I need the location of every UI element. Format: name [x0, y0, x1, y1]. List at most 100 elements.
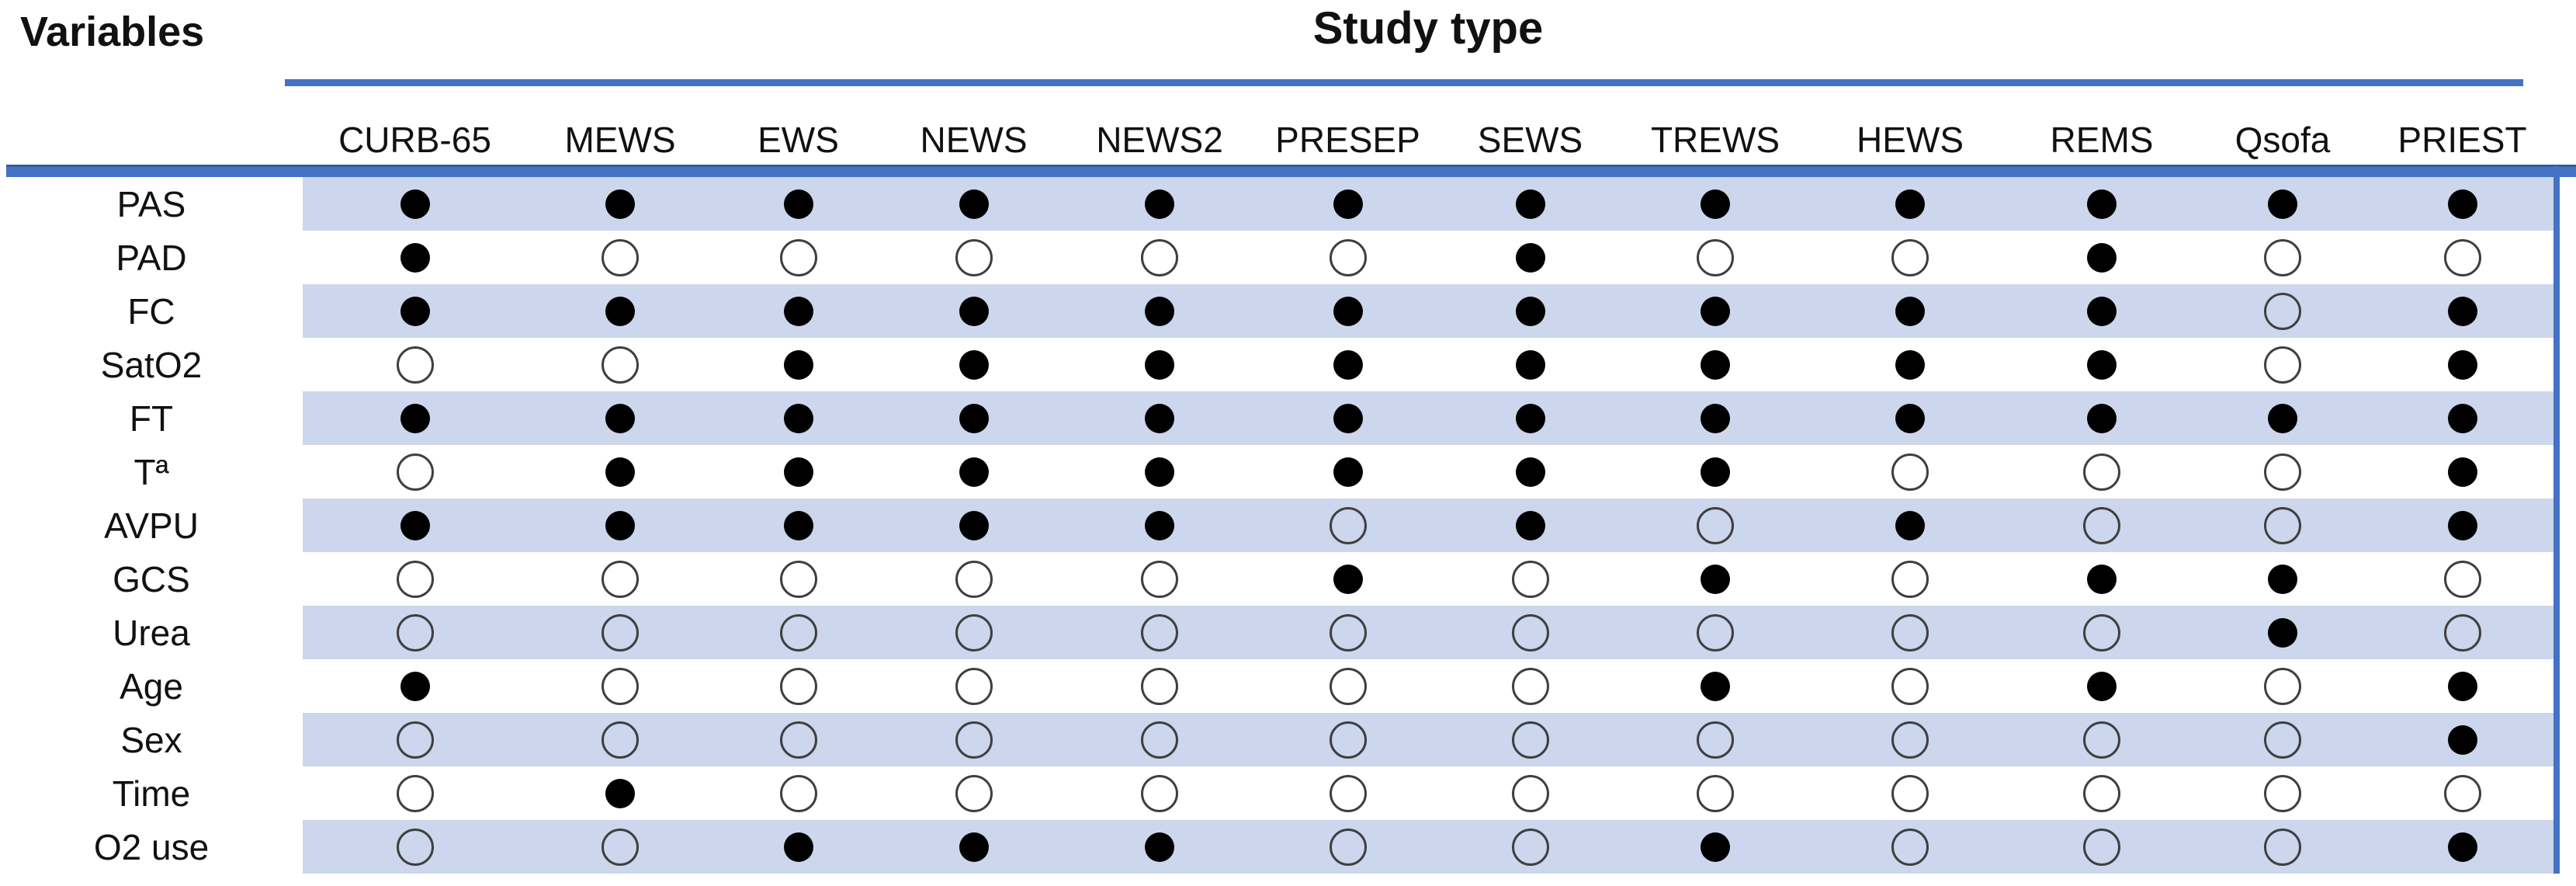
empty-circle-icon	[602, 346, 639, 384]
empty-circle-icon	[1511, 828, 1549, 866]
empty-circle-icon	[602, 238, 639, 276]
matrix-cell	[1811, 820, 2009, 874]
matrix-cell	[1064, 284, 1255, 338]
filled-dot-icon	[1895, 403, 1925, 433]
row-label: Sex	[0, 713, 303, 766]
empty-circle-icon	[2083, 506, 2120, 544]
empty-circle-icon	[1891, 560, 1929, 598]
empty-circle-icon	[602, 828, 639, 866]
matrix-cell	[713, 606, 883, 659]
matrix-cell	[527, 177, 713, 231]
matrix-cell	[1620, 338, 1811, 391]
matrix-cell	[2371, 177, 2553, 231]
filled-dot-icon	[783, 403, 813, 433]
filled-dot-icon	[2087, 189, 2117, 219]
matrix-cell	[2194, 766, 2371, 820]
empty-circle-icon	[955, 774, 993, 812]
matrix-cell	[2194, 445, 2371, 499]
filled-dot-icon	[1515, 457, 1545, 487]
filled-dot-icon	[783, 832, 813, 862]
table-row: O2 use	[0, 820, 2553, 874]
matrix-cell	[303, 820, 527, 874]
filled-dot-icon	[1515, 403, 1545, 433]
filled-dot-icon	[2447, 724, 2477, 755]
matrix: PAS PAD FC SatO2 FT Tª AVPU GCS Urea Age Sex Time O2…	[0, 177, 2553, 874]
matrix-cell	[1064, 552, 1255, 606]
matrix-cell	[1255, 391, 1441, 445]
matrix-cell	[1441, 552, 1620, 606]
empty-circle-icon	[1697, 238, 1734, 276]
matrix-cell	[1064, 338, 1255, 391]
matrix-cell	[1620, 445, 1811, 499]
filled-dot-icon	[1515, 242, 1545, 273]
matrix-cell	[1064, 606, 1255, 659]
column-header: MEWS	[564, 119, 676, 160]
filled-dot-icon	[1701, 457, 1730, 487]
empty-circle-icon	[1511, 721, 1549, 759]
column-header: PRESEP	[1275, 119, 1420, 160]
matrix-cell	[2009, 606, 2194, 659]
filled-dot-icon	[959, 510, 989, 540]
filled-dot-icon	[400, 671, 430, 701]
filled-dot-icon	[400, 510, 430, 540]
empty-circle-icon	[1697, 774, 1734, 812]
filled-dot-icon	[783, 510, 813, 540]
matrix-cell	[2009, 284, 2194, 338]
matrix-cell	[1441, 231, 1620, 284]
filled-dot-icon	[783, 296, 813, 326]
filled-dot-icon	[2447, 832, 2477, 862]
matrix-cell	[1441, 499, 1620, 552]
matrix-cell	[2194, 659, 2371, 713]
filled-dot-icon	[2268, 403, 2297, 433]
empty-circle-icon	[602, 721, 639, 759]
row-label: GCS	[0, 552, 303, 606]
filled-dot-icon	[959, 189, 989, 219]
matrix-cell	[303, 766, 527, 820]
empty-circle-icon	[955, 721, 993, 759]
filled-dot-icon	[2447, 510, 2477, 540]
matrix-cell	[303, 391, 527, 445]
empty-circle-icon	[1329, 238, 1367, 276]
filled-dot-icon	[1515, 510, 1545, 540]
empty-circle-icon	[1697, 506, 1734, 544]
matrix-cell	[883, 231, 1064, 284]
filled-dot-icon	[1333, 564, 1363, 594]
matrix-cell	[1441, 766, 1620, 820]
filled-dot-icon	[1895, 349, 1925, 380]
empty-circle-icon	[396, 721, 434, 759]
matrix-cell	[713, 284, 883, 338]
matrix-cell	[2371, 338, 2553, 391]
filled-dot-icon	[1333, 349, 1363, 380]
matrix-cell	[1620, 391, 1811, 445]
filled-dot-icon	[2447, 296, 2477, 326]
filled-dot-icon	[1333, 457, 1363, 487]
empty-circle-icon	[955, 613, 993, 651]
column-header: PRIEST	[2397, 119, 2527, 160]
filled-dot-icon	[1145, 349, 1174, 380]
filled-dot-icon	[1895, 189, 1925, 219]
header-divider-line	[6, 165, 2576, 177]
matrix-cell	[1620, 713, 1811, 766]
filled-dot-icon	[1333, 296, 1363, 326]
matrix-cell	[303, 659, 527, 713]
matrix-cell	[527, 552, 713, 606]
table-row: AVPU	[0, 499, 2553, 552]
matrix-cell	[1064, 391, 1255, 445]
filled-dot-icon	[783, 189, 813, 219]
empty-circle-icon	[1891, 774, 1929, 812]
row-label: FT	[0, 391, 303, 445]
empty-circle-icon	[779, 560, 817, 598]
matrix-cell	[527, 659, 713, 713]
matrix-cell	[2371, 552, 2553, 606]
matrix-cell	[1064, 820, 1255, 874]
matrix-cell	[1620, 177, 1811, 231]
matrix-cell	[2371, 766, 2553, 820]
matrix-cell	[1811, 713, 2009, 766]
matrix-cell	[1255, 766, 1441, 820]
matrix-cell	[1255, 231, 1441, 284]
matrix-cell	[1620, 659, 1811, 713]
filled-dot-icon	[1333, 189, 1363, 219]
filled-dot-icon	[1333, 403, 1363, 433]
matrix-cell	[2371, 820, 2553, 874]
empty-circle-icon	[779, 721, 817, 759]
